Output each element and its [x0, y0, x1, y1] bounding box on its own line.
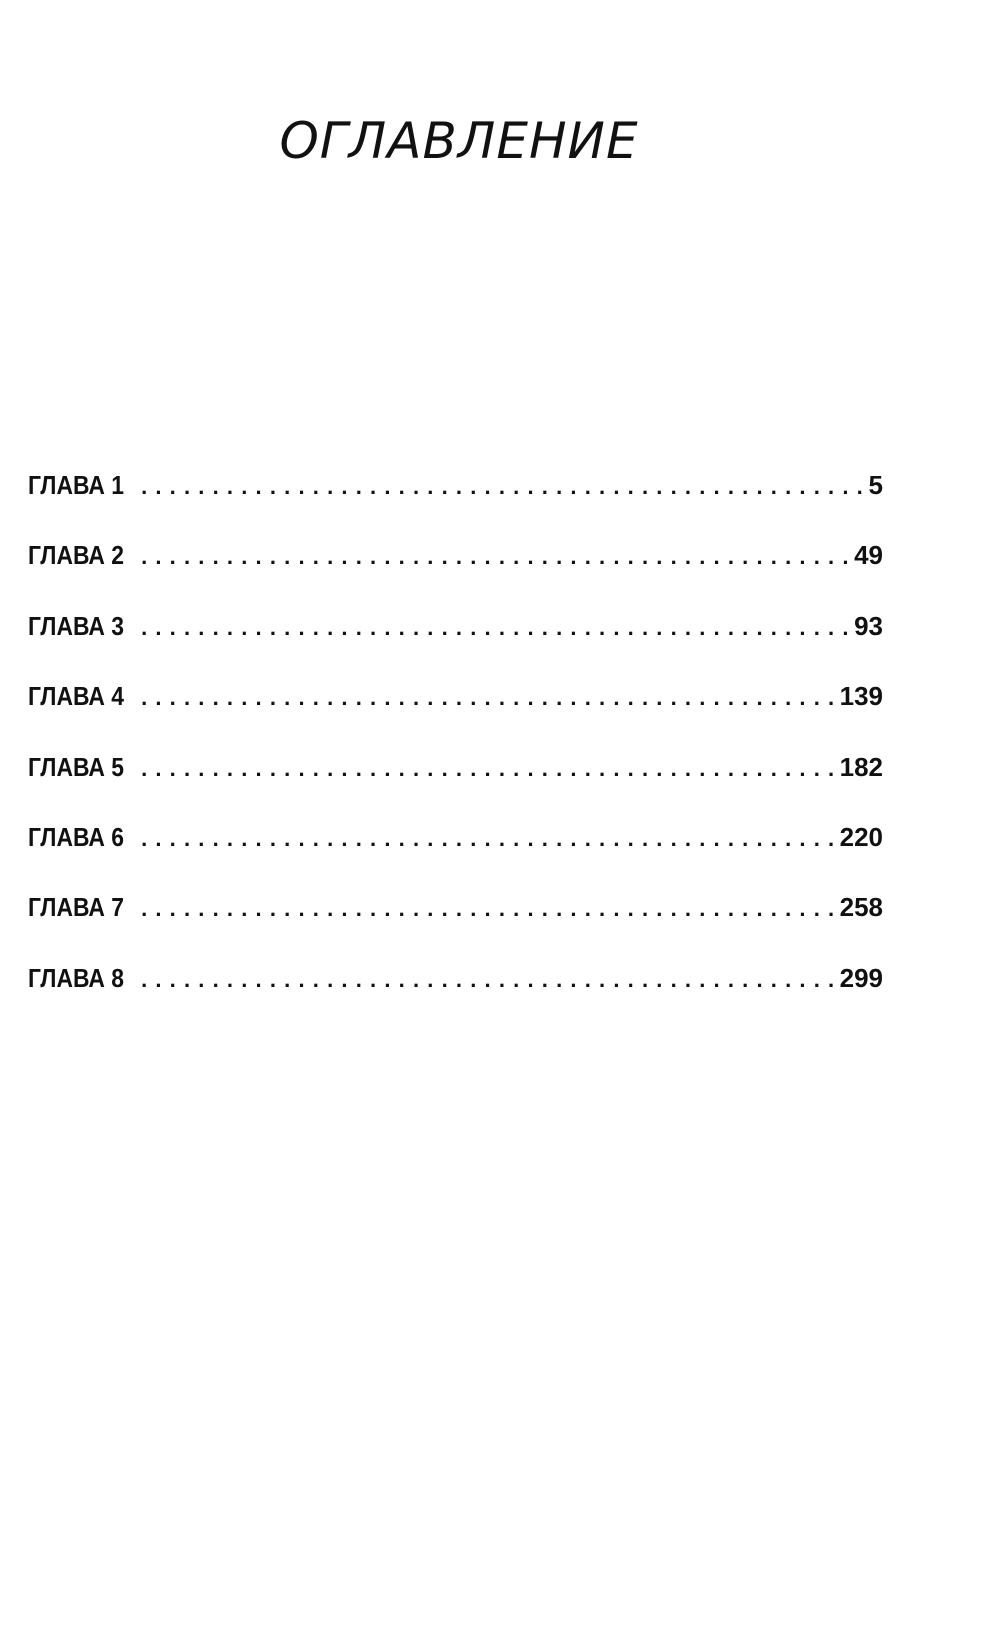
dot-leader: ........................................… — [141, 825, 834, 851]
page-number: 182 — [839, 751, 883, 782]
dot-leader: ........................................… — [141, 544, 849, 570]
toc-entry: ГЛАВА 5.................................… — [28, 752, 883, 822]
toc-entry: ГЛАВА 1.................................… — [28, 470, 883, 540]
page-number: 93 — [854, 610, 883, 641]
chapter-label: ГЛАВА 5 — [28, 751, 124, 782]
toc-entry: ГЛАВА 3.................................… — [28, 611, 883, 681]
dot-leader: ........................................… — [141, 896, 834, 922]
chapter-label: ГЛАВА 8 — [28, 962, 124, 993]
dot-leader: ........................................… — [141, 685, 834, 711]
chapter-label: ГЛАВА 2 — [28, 540, 124, 571]
chapter-label: ГЛАВА 7 — [28, 892, 124, 923]
toc-entry: ГЛАВА 6.................................… — [28, 822, 883, 892]
page-number: 49 — [854, 540, 883, 571]
chapter-label: ГЛАВА 1 — [28, 470, 124, 500]
toc-entry: ГЛАВА 7.................................… — [28, 892, 883, 962]
page-number: 258 — [839, 892, 883, 923]
dot-leader: ........................................… — [141, 614, 849, 640]
page-number: 220 — [839, 821, 883, 852]
dot-leader: ........................................… — [141, 966, 834, 992]
page-number: 139 — [839, 681, 883, 712]
toc-entry: ГЛАВА 2.................................… — [28, 540, 883, 610]
toc-entry: ГЛАВА 8.................................… — [28, 963, 883, 1033]
page-title: ОГЛАВЛЕНИЕ — [279, 112, 639, 170]
chapter-label: ГЛАВА 4 — [28, 681, 124, 712]
table-of-contents: ГЛАВА 1.................................… — [28, 470, 883, 1033]
chapter-label: ГЛАВА 3 — [28, 610, 124, 641]
page-number: 299 — [839, 962, 883, 993]
dot-leader: ........................................… — [141, 474, 862, 499]
page-number: 5 — [868, 470, 883, 500]
toc-entry: ГЛАВА 4.................................… — [28, 681, 883, 751]
chapter-label: ГЛАВА 6 — [28, 821, 124, 852]
dot-leader: ........................................… — [141, 755, 834, 781]
